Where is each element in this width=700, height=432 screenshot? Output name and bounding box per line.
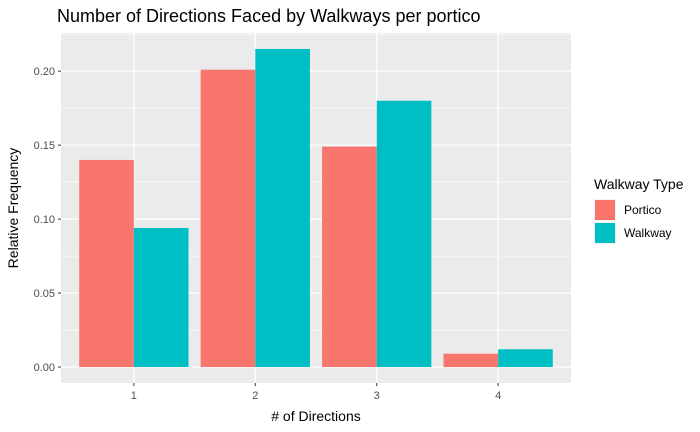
bar-portico-4 xyxy=(443,353,499,368)
legend-label-walkway: Walkway xyxy=(624,226,672,240)
x-axis-title: # of Directions xyxy=(271,408,360,424)
legend: Walkway Type Portico Walkway xyxy=(594,176,684,244)
y-tick-label: 0.10 xyxy=(34,214,55,226)
y-tick-label: 0.00 xyxy=(34,362,55,374)
bar-walkway-4 xyxy=(498,349,553,368)
bar-walkway-1 xyxy=(133,227,189,368)
bar-portico-2 xyxy=(200,69,256,368)
legend-label-portico: Portico xyxy=(624,203,662,217)
bar-portico-1 xyxy=(79,159,134,368)
y-axis-title: Relative Frequency xyxy=(5,148,21,269)
y-axis: 0.00 0.05 0.10 0.15 0.20 xyxy=(34,66,61,374)
x-tick-label: 1 xyxy=(131,390,137,402)
x-axis: 1 2 3 4 xyxy=(131,383,501,402)
legend-key-portico xyxy=(595,200,615,220)
bar-portico-3 xyxy=(322,146,377,368)
bar-walkway-3 xyxy=(376,100,432,368)
y-tick-label: 0.15 xyxy=(34,140,55,152)
x-tick-label: 2 xyxy=(252,390,258,402)
legend-title: Walkway Type xyxy=(594,176,684,192)
x-tick-label: 4 xyxy=(495,390,501,402)
bars xyxy=(79,48,553,368)
y-tick-label: 0.20 xyxy=(34,66,55,78)
x-tick-label: 3 xyxy=(374,390,380,402)
legend-key-walkway xyxy=(595,223,615,243)
y-tick-label: 0.05 xyxy=(34,288,55,300)
bar-walkway-2 xyxy=(255,48,310,368)
chart-title: Number of Directions Faced by Walkways p… xyxy=(57,6,480,26)
